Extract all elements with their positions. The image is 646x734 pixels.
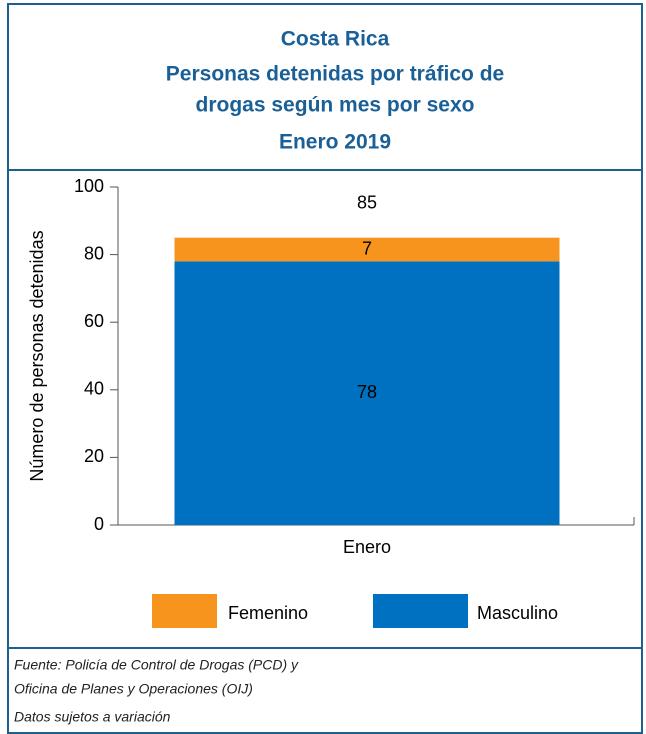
legend-label: Masculino	[477, 603, 558, 623]
legend-swatch	[373, 594, 468, 628]
y-tick-label: 0	[94, 514, 104, 534]
source: Fuente: Policía de Control de Drogas (PC…	[14, 657, 299, 673]
bar-segment	[174, 237, 560, 262]
y-tick-label: 100	[74, 176, 104, 196]
y-tick-label: 40	[84, 379, 104, 399]
chart-title: Personas detenidas por tráfico de	[166, 63, 504, 86]
source: Oficina de Planes y Operaciones (OIJ)	[14, 681, 253, 697]
data-label: 7	[362, 238, 372, 258]
y-axis-label: Número de personas detenidas	[27, 230, 47, 481]
y-tick-label: 80	[84, 243, 104, 263]
chart-title: Costa Rica	[281, 28, 390, 51]
y-tick-label: 60	[84, 311, 104, 331]
total-label: 85	[357, 192, 377, 212]
data-label: 78	[357, 382, 377, 402]
bar-segment	[174, 261, 560, 525]
x-tick-label: Enero	[343, 537, 391, 557]
chart-title: Enero 2019	[279, 131, 391, 154]
y-tick-label: 20	[84, 446, 104, 466]
legend-label: Femenino	[228, 603, 308, 623]
legend-swatch	[152, 594, 217, 628]
note: Datos sujetos a variación	[14, 709, 171, 725]
chart-title: drogas según mes por sexo	[196, 94, 475, 117]
